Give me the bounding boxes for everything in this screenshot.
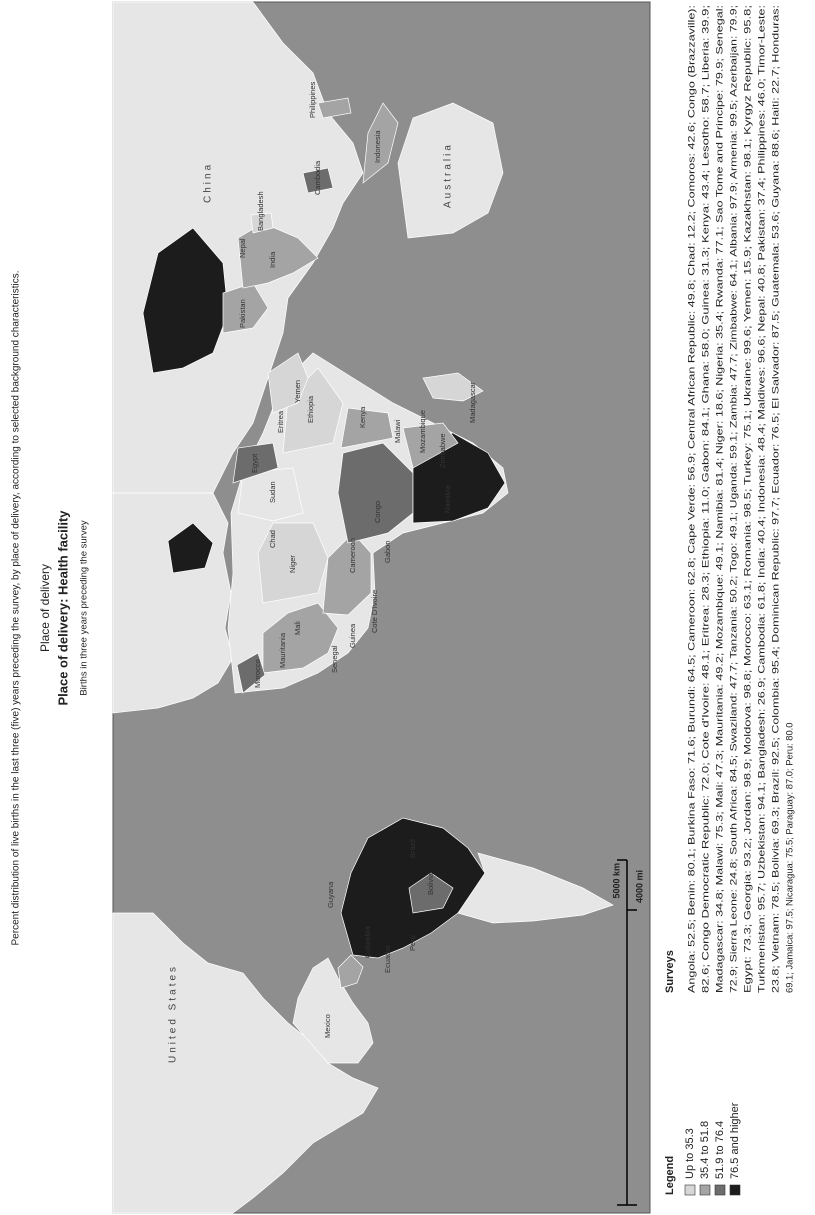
central-america — [337, 954, 364, 989]
survey-line: 23.8; Vietnam: 78.5; Bolivia: 69.3; Braz… — [769, 5, 780, 993]
map-label: Pakistan — [238, 299, 247, 328]
map-label: Sudan — [268, 481, 277, 503]
map-label: Indonesia — [373, 130, 382, 163]
map-label: Congo — [373, 501, 382, 523]
map-label: Mauritania — [278, 632, 287, 668]
map-label: Mozambique — [418, 410, 427, 453]
survey-line: Angola: 52.5; Benin: 80.1; Burkina Faso:… — [685, 5, 696, 993]
mozambique — [402, 422, 459, 469]
europe — [112, 492, 234, 714]
bangladesh — [250, 212, 274, 234]
map-label: Brazil — [408, 839, 417, 858]
map-label: Bolivia — [426, 872, 435, 895]
survey-line: Egypt: 73.3; Georgia: 93.2; Jordan: 98.9… — [741, 5, 752, 993]
map-label: Guinea — [348, 623, 357, 648]
map-label: Bangladesh — [256, 191, 265, 231]
west-sahel — [262, 602, 339, 674]
map-label: Madagascar — [468, 381, 477, 423]
map-label: Niger — [288, 555, 297, 573]
map-label: Kenya — [358, 406, 367, 428]
map-label: India — [268, 251, 277, 268]
legend-title: Legend — [664, 1156, 676, 1195]
legend-swatch — [714, 1184, 726, 1196]
pakistan — [222, 282, 269, 334]
map-label: United States — [168, 964, 179, 1063]
map-label: Morocco — [253, 659, 262, 688]
map-label: Eritrea — [276, 410, 285, 433]
subtitle: Place of delivery: Health facility — [55, 510, 70, 706]
map-label: Chad — [268, 530, 277, 548]
nigeria — [322, 532, 372, 616]
map-label: Mexico — [323, 1014, 332, 1038]
map-label: Senegal — [330, 645, 339, 673]
legend-swatch — [684, 1184, 696, 1196]
indonesia — [362, 102, 399, 184]
map-label: Cote D'Ivoire — [370, 590, 379, 633]
survey-line: Turkmenistan: 95.7; Uzbekistan: 94.1; Ba… — [755, 5, 766, 993]
survey-line: Madagascar: 34.8; Malawi: 75.3; Mali: 47… — [713, 5, 724, 993]
legend-label: 35.4 to 51.8 — [699, 1121, 711, 1179]
egypt — [232, 442, 279, 484]
yemen — [267, 352, 309, 414]
asia — [112, 1, 364, 494]
map-label: Mali — [293, 621, 302, 635]
map-label: Peru — [408, 935, 417, 951]
map-label: Nepal — [238, 238, 247, 258]
map-label: Gabon — [383, 540, 392, 563]
legend-label: 76.5 and higher — [729, 1102, 741, 1179]
legend-label: 51.9 to 76.4 — [714, 1121, 726, 1179]
legend-swatch — [729, 1184, 741, 1196]
map-label: Australia — [443, 142, 454, 208]
survey-line: 72.9; Sierra Leone: 24.8; South Africa: … — [727, 5, 738, 993]
india — [237, 222, 319, 289]
philippines — [317, 97, 352, 119]
mexico — [292, 957, 374, 1064]
madagascar — [422, 372, 484, 402]
map-label: Namibia — [443, 485, 452, 513]
survey-line: 82.6; Congo Democratic Republic: 72.0; C… — [699, 5, 710, 993]
surveys-title: Surveys — [664, 950, 676, 993]
map-label: Ecuador — [383, 945, 392, 973]
map: United States Mexico Colombia Ecuador Peru Bo… — [112, 1, 651, 1214]
note: Births in three years preceding the surv… — [79, 520, 90, 696]
map-label: Colombia — [363, 925, 372, 958]
title: Place of delivery — [38, 564, 52, 652]
legend-label: Up to 35.3 — [684, 1128, 696, 1179]
map-label: Cambodia — [313, 160, 322, 195]
morocco — [236, 652, 266, 694]
map-label: Guyana — [326, 881, 335, 908]
southern-cone — [457, 852, 614, 924]
eastern-europe — [167, 522, 214, 574]
australia — [397, 102, 504, 239]
map-label: China — [203, 162, 214, 203]
map-label: Zimbabwe — [438, 433, 447, 468]
east-africa — [340, 407, 394, 449]
scale-km: 5000 km — [611, 863, 621, 899]
survey-line: 69.1; Jamaica: 97.5; Nicaragua: 75.5; Pa… — [783, 723, 794, 993]
map-label: Malawi — [393, 419, 402, 443]
legend-swatch — [699, 1184, 711, 1196]
central-africa — [337, 442, 414, 544]
map-label: Philippines — [308, 81, 317, 118]
cambodia — [302, 167, 334, 194]
caption: Percent distribution of live births in t… — [11, 271, 22, 946]
scale-mi: 4000 mi — [634, 870, 644, 903]
map-label: Yemen — [293, 380, 302, 403]
niger-chad — [257, 522, 329, 604]
map-label: Ethiopia — [306, 395, 315, 423]
map-label: Cameroon — [348, 538, 357, 573]
central-asia — [142, 227, 229, 374]
map-label: Egypt — [250, 453, 259, 473]
scale-bar: 5000 km 4000 mi — [611, 859, 644, 1206]
bolivia — [408, 872, 454, 914]
